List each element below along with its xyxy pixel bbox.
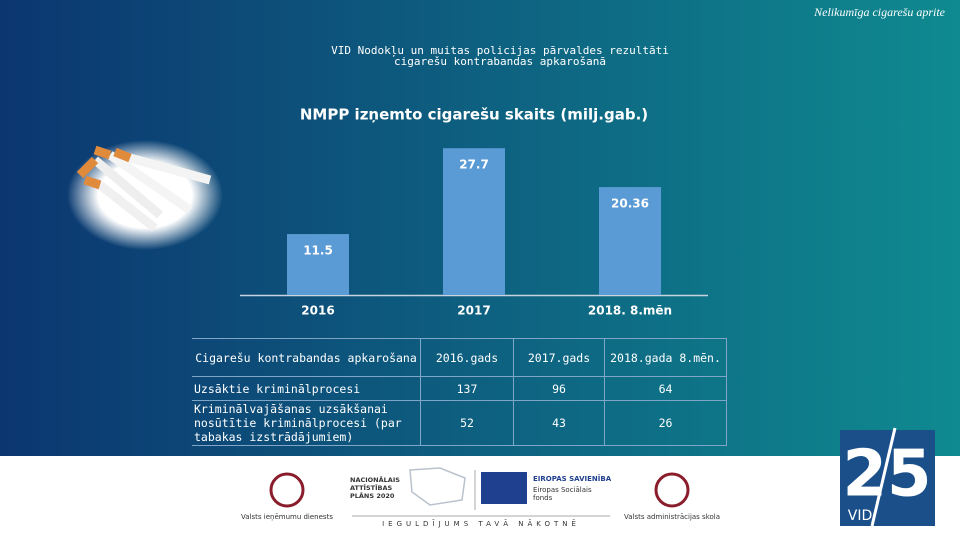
- bar: [443, 148, 505, 295]
- value-label: 11.5: [303, 244, 333, 258]
- anniversary-number: 25: [842, 438, 931, 512]
- table-cell: 52: [420, 400, 514, 446]
- kicker: Nelikumīga cigarešu aprite: [813, 5, 946, 19]
- table-cell: Kriminālvajāšanas uzsākšanai nosūtītie k…: [192, 400, 421, 446]
- cigarettes-image: [67, 140, 223, 250]
- value-label: 20.36: [611, 197, 649, 211]
- title-line: cigarešu kontrabandas apkarošanā: [394, 55, 606, 68]
- footer-text: ATTĪSTĪBAS: [350, 483, 392, 492]
- table-cell: 137: [420, 376, 514, 401]
- footer-text: Valsts administrācijas skola: [624, 513, 720, 521]
- x-tick-label: 2016: [301, 304, 334, 318]
- footer-text: IEGULDĪJUMS TAVĀ NĀKOTNĒ: [382, 519, 580, 528]
- footer-text: EIROPAS SAVIENĪBA: [533, 474, 612, 483]
- results-table: Cigarešu kontrabandas apkarošana 2016.ga…: [192, 338, 727, 446]
- table-cell: Uzsāktie kriminālprocesi: [192, 376, 421, 401]
- value-label: 27.7: [459, 158, 489, 172]
- table-cell: 96: [513, 376, 605, 401]
- footer-text: PLĀNS 2020: [350, 491, 395, 500]
- vid-label: VID: [848, 508, 873, 524]
- footer-band: [0, 456, 960, 540]
- footer-text: NACIONĀLAIS: [350, 475, 400, 484]
- table-header: 2016.gads: [420, 338, 514, 377]
- table-header: 2018.gada 8.mēn.: [604, 338, 727, 377]
- footer-text: Eiropas Sociālais: [533, 486, 592, 494]
- title-line: VID Nodokļu un muitas policijas pārvalde…: [331, 44, 669, 57]
- x-tick-label: 2017: [457, 304, 490, 318]
- footer-text: Valsts ieņēmumu dienests: [241, 513, 333, 522]
- table-cell: 64: [604, 376, 727, 401]
- x-tick-label: 2018. 8.mēn: [588, 304, 672, 318]
- table-cell: 43: [513, 400, 605, 446]
- table-header: 2017.gads: [513, 338, 605, 377]
- footer-logos: [269, 427, 935, 527]
- table-cell: 26: [604, 400, 727, 446]
- table-header: Cigarešu kontrabandas apkarošana: [192, 338, 421, 377]
- chart-title: NMPP izņemto cigarešu skaits (milj.gab.): [300, 106, 648, 124]
- bar: [287, 234, 349, 295]
- bar: [599, 187, 661, 295]
- footer-text: fonds: [533, 494, 553, 502]
